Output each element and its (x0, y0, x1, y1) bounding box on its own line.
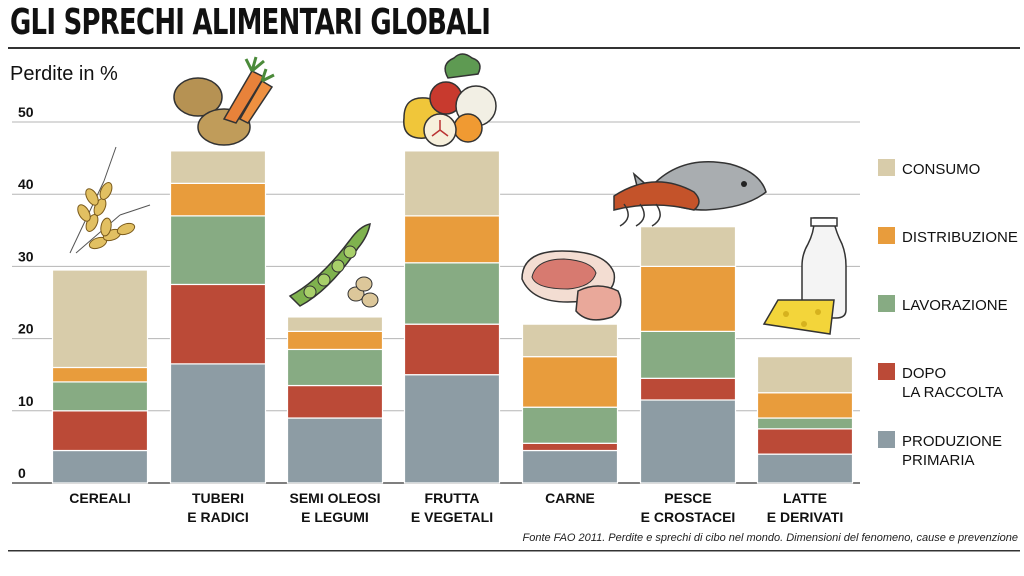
bar-segment (521, 356, 619, 408)
bar-segment (639, 226, 737, 268)
bar-segment (521, 406, 619, 444)
bar-segment (403, 374, 501, 484)
bar-segment (639, 399, 737, 484)
bar-segment (756, 428, 854, 455)
bar-segment (169, 182, 267, 217)
bar-segment (286, 384, 384, 419)
bar-segment (403, 323, 501, 376)
bar-segment (639, 377, 737, 401)
y-tick-label: 50 (18, 104, 34, 120)
legend-label: DISTRIBUZIONE (902, 229, 1018, 246)
y-tick-label: 20 (18, 321, 34, 337)
bar-segment (51, 269, 149, 369)
bar-segment (639, 265, 737, 332)
source-note: Fonte FAO 2011. Perdite e sprechi di cib… (523, 532, 1019, 544)
bar-segment (169, 283, 267, 365)
x-tick-label: FRUTTA (425, 490, 480, 506)
bar-segment (286, 330, 384, 351)
legend-swatch (878, 431, 895, 448)
x-tick-label: E LEGUMI (301, 509, 369, 525)
bar-segment (403, 150, 501, 217)
legend-label: DOPO (902, 365, 946, 382)
fish-shrimp-icon (613, 161, 767, 227)
x-tick-label: E CROSTACEI (641, 509, 736, 525)
y-tick-label: 30 (18, 248, 34, 264)
legend-label: CONSUMO (902, 161, 980, 178)
x-tick-label: LATTE (783, 490, 827, 506)
bar-segment (169, 150, 267, 184)
legend-label: PRODUZIONE (902, 433, 1002, 450)
bar-segment (756, 356, 854, 394)
x-tick-label: E RADICI (187, 509, 248, 525)
title-divider (8, 47, 1020, 49)
x-axis: CEREALI TUBERI E RADICI SEMI OLEOSI E LEGUMI… (69, 490, 843, 525)
bar-segment (756, 417, 854, 430)
y-tick-label: 10 (18, 393, 34, 409)
bar-segment (403, 262, 501, 325)
legend-swatch (878, 295, 895, 312)
bar-segment (639, 330, 737, 379)
bar-segment (51, 410, 149, 452)
bar-segment (521, 323, 619, 358)
bar-segment (169, 363, 267, 484)
bar-segment (403, 215, 501, 264)
y-axis: 0 10 20 30 40 50 (18, 104, 34, 481)
y-tick-label: 0 (18, 465, 26, 481)
bar-segment (51, 366, 149, 383)
bar-segment (756, 453, 854, 484)
x-tick-label: E DERIVATI (767, 509, 844, 525)
wheat-icon (69, 146, 151, 254)
bar-series (51, 150, 854, 484)
bar-segment (521, 449, 619, 484)
bar-segment (521, 442, 619, 452)
x-tick-label: E VEGETALI (411, 509, 493, 525)
legend-swatch (878, 363, 895, 380)
legend-label: LAVORAZIONE (902, 297, 1008, 314)
y-axis-label: Perdite in % (10, 63, 118, 85)
bar-segment (286, 316, 384, 332)
bar-segment (286, 417, 384, 484)
chart-title: GLI SPRECHI ALIMENTARI GLOBALI (10, 2, 491, 43)
bar-segment (756, 392, 854, 419)
legend-swatch (878, 227, 895, 244)
y-tick-label: 40 (18, 176, 34, 192)
x-tick-label: CEREALI (69, 490, 130, 506)
peas-nuts-icon (288, 223, 379, 308)
x-tick-label: TUBERI (192, 490, 244, 506)
bar-segment (169, 215, 267, 286)
bar-segment (286, 348, 384, 387)
legend-label: LA RACCOLTA (902, 384, 1003, 401)
fruit-vegetables-icon (403, 53, 497, 147)
x-tick-label: SEMI OLEOSI (289, 490, 380, 506)
x-tick-label: CARNE (545, 490, 595, 506)
legend-swatch (878, 159, 895, 176)
bar-segment (51, 449, 149, 484)
legend: CONSUMO DISTRIBUZIONE LAVORAZIONE DOPO LA RA… (878, 159, 1018, 469)
legend-label: PRIMARIA (902, 452, 975, 469)
x-tick-label: PESCE (664, 490, 711, 506)
footer-divider (8, 550, 1020, 552)
milk-cheese-icon (762, 217, 847, 335)
bar-segment (51, 381, 149, 412)
meat-icon (521, 250, 622, 321)
potato-carrot-icon (173, 56, 275, 146)
